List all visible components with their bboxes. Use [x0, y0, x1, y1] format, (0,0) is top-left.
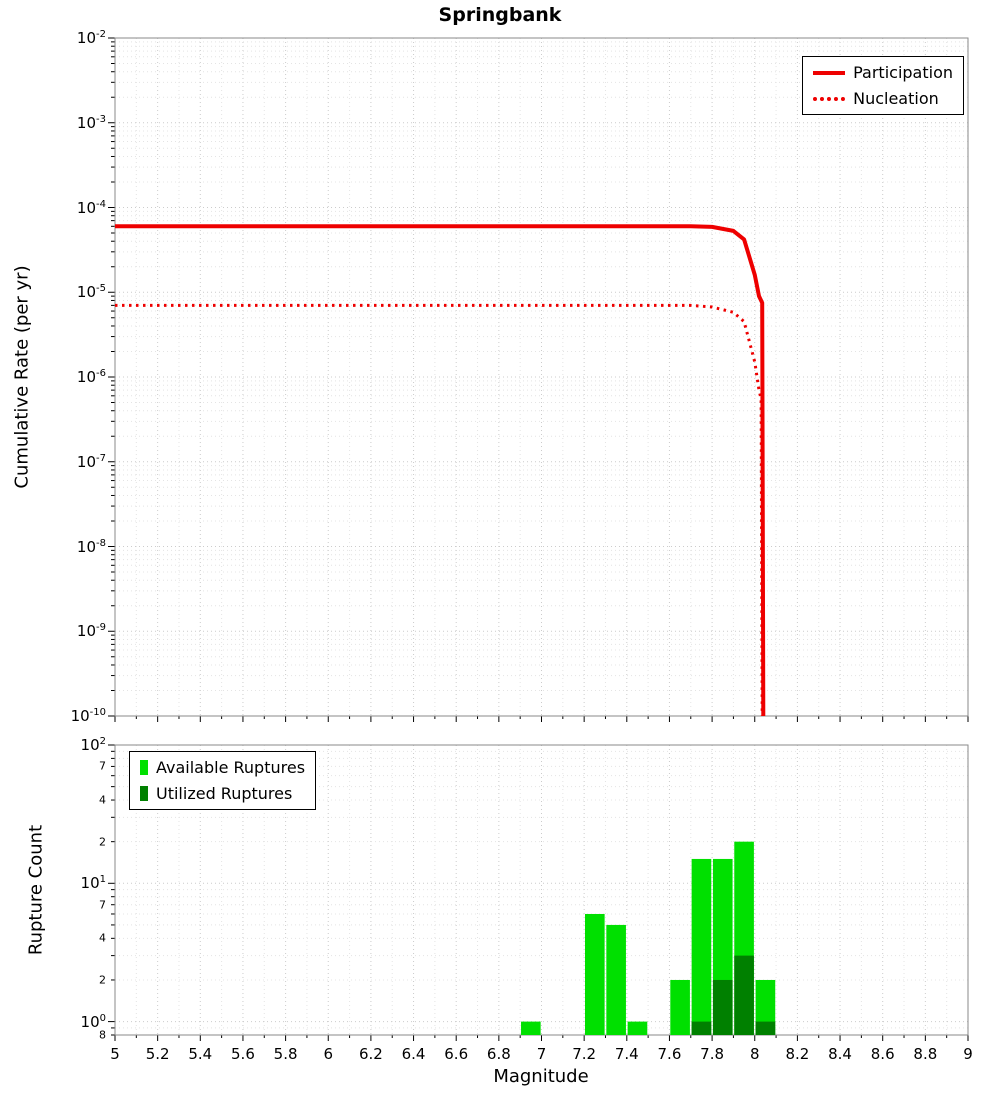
y-tick-label: 102: [80, 736, 106, 754]
x-tick-label: 6.4: [401, 1045, 426, 1063]
chart-title: Springbank: [438, 4, 562, 26]
nucleation-line: [115, 303, 764, 717]
x-tick-label: 6.2: [358, 1045, 383, 1063]
y-tick-label: 10-4: [76, 198, 106, 217]
grid-panel-0: [108, 37, 969, 722]
rupture-count-bar: [585, 913, 605, 1035]
x-tick-label: 7.2: [572, 1045, 597, 1063]
x-tick-label: 7.6: [657, 1045, 682, 1063]
x-tick-label: 5.8: [273, 1045, 298, 1063]
rate-legend: Participation Nucleation: [802, 56, 964, 115]
legend-label-utilized: Utilized Ruptures: [156, 784, 293, 803]
y-axis-label-rate: Cumulative Rate (per yr): [11, 265, 33, 489]
y-tick-minor-label: 2: [99, 973, 106, 987]
y-tick-minor-label: 2: [99, 835, 106, 849]
x-tick-label: 9: [963, 1045, 973, 1063]
y-tick-minor-label: 4: [99, 793, 106, 807]
x-tick-label: 5.4: [188, 1045, 213, 1063]
legend-label-available: Available Ruptures: [156, 758, 306, 777]
panel-frame-1: [114, 744, 969, 1036]
x-tick-label: 7: [536, 1045, 547, 1063]
x-tick-label: 8.6: [870, 1045, 895, 1063]
panel-frame-0: [114, 37, 969, 717]
rupture-legend: Available Ruptures Utilized Ruptures: [129, 751, 317, 810]
y-tick-label: 10-3: [76, 113, 106, 132]
x-tick-label: 8.2: [785, 1045, 810, 1063]
y-tick-label: 10-2: [76, 29, 106, 47]
legend-item-utilized: Utilized Ruptures: [140, 784, 305, 803]
y-tick-label: 10-10: [70, 707, 106, 725]
x-tick-label: 8.4: [828, 1045, 852, 1063]
rupture-count-bar: [521, 1021, 541, 1035]
rupture-count-bar: [712, 979, 733, 1035]
rupture-count-bar: [755, 1021, 776, 1035]
y-tick-label: 10-6: [76, 368, 106, 386]
y-tick-label: 10-5: [76, 283, 106, 302]
y-tick-label: 10-9: [76, 622, 106, 641]
y-tick-minor-label: 7: [99, 759, 106, 773]
rupture-count-bar: [606, 924, 626, 1035]
y-tick-minor-label: 8: [99, 1028, 106, 1042]
utilized-rupture-bars: [691, 955, 776, 1035]
x-tick-label: 6: [323, 1045, 334, 1063]
y-tick-label: 100: [80, 1012, 106, 1031]
x-tick-label: 7.8: [700, 1045, 725, 1063]
y-tick-label: 101: [80, 874, 106, 893]
rupture-count-bar: [670, 979, 690, 1035]
participation-line: [115, 224, 766, 717]
y-tick-minor-label: 4: [99, 931, 106, 945]
x-tick-label: 8.8: [913, 1045, 938, 1063]
x-tick-label: 7.4: [614, 1045, 639, 1063]
y-tick-label: 10-7: [76, 452, 106, 471]
x-axis-label: Magnitude: [493, 1066, 589, 1087]
legend-item-nucleation: Nucleation: [813, 89, 953, 108]
available-ruptures-swatch: [140, 760, 148, 775]
x-tick-label: 5.6: [231, 1045, 255, 1063]
x-tick-label: 8: [749, 1045, 760, 1063]
legend-label-nucleation: Nucleation: [853, 89, 939, 108]
y-tick-minor-label: 7: [99, 898, 106, 912]
x-tick-label: 6.8: [486, 1045, 511, 1063]
rupture-count-bar: [691, 1021, 712, 1035]
x-tick-label: 5.2: [145, 1045, 170, 1063]
y-axis-label-count: Rupture Count: [25, 824, 47, 956]
utilized-ruptures-swatch: [140, 786, 148, 801]
rupture-count-bar: [627, 1021, 648, 1035]
participation-line-sample: [813, 70, 846, 75]
rupture-count-bar: [755, 979, 776, 1035]
x-tick-label: 5: [110, 1045, 120, 1063]
legend-item-participation: Participation: [813, 63, 953, 82]
y-tick-label: 10-8: [76, 537, 106, 556]
nucleation-line-sample: [813, 96, 846, 101]
rupture-count-bar: [734, 955, 754, 1035]
legend-label-participation: Participation: [853, 63, 953, 82]
rupture-count-bar: [691, 858, 712, 1035]
legend-item-available: Available Ruptures: [140, 758, 305, 777]
x-tick-label: 6.6: [444, 1045, 469, 1063]
